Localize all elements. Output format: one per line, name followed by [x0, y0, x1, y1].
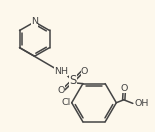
Text: O: O	[81, 67, 88, 76]
Text: O: O	[121, 84, 128, 93]
Text: Cl: Cl	[62, 98, 71, 107]
Text: N: N	[31, 17, 38, 26]
Text: NH: NH	[54, 67, 68, 76]
Text: O: O	[57, 86, 65, 95]
Text: OH: OH	[135, 99, 149, 108]
Text: S: S	[69, 74, 77, 87]
